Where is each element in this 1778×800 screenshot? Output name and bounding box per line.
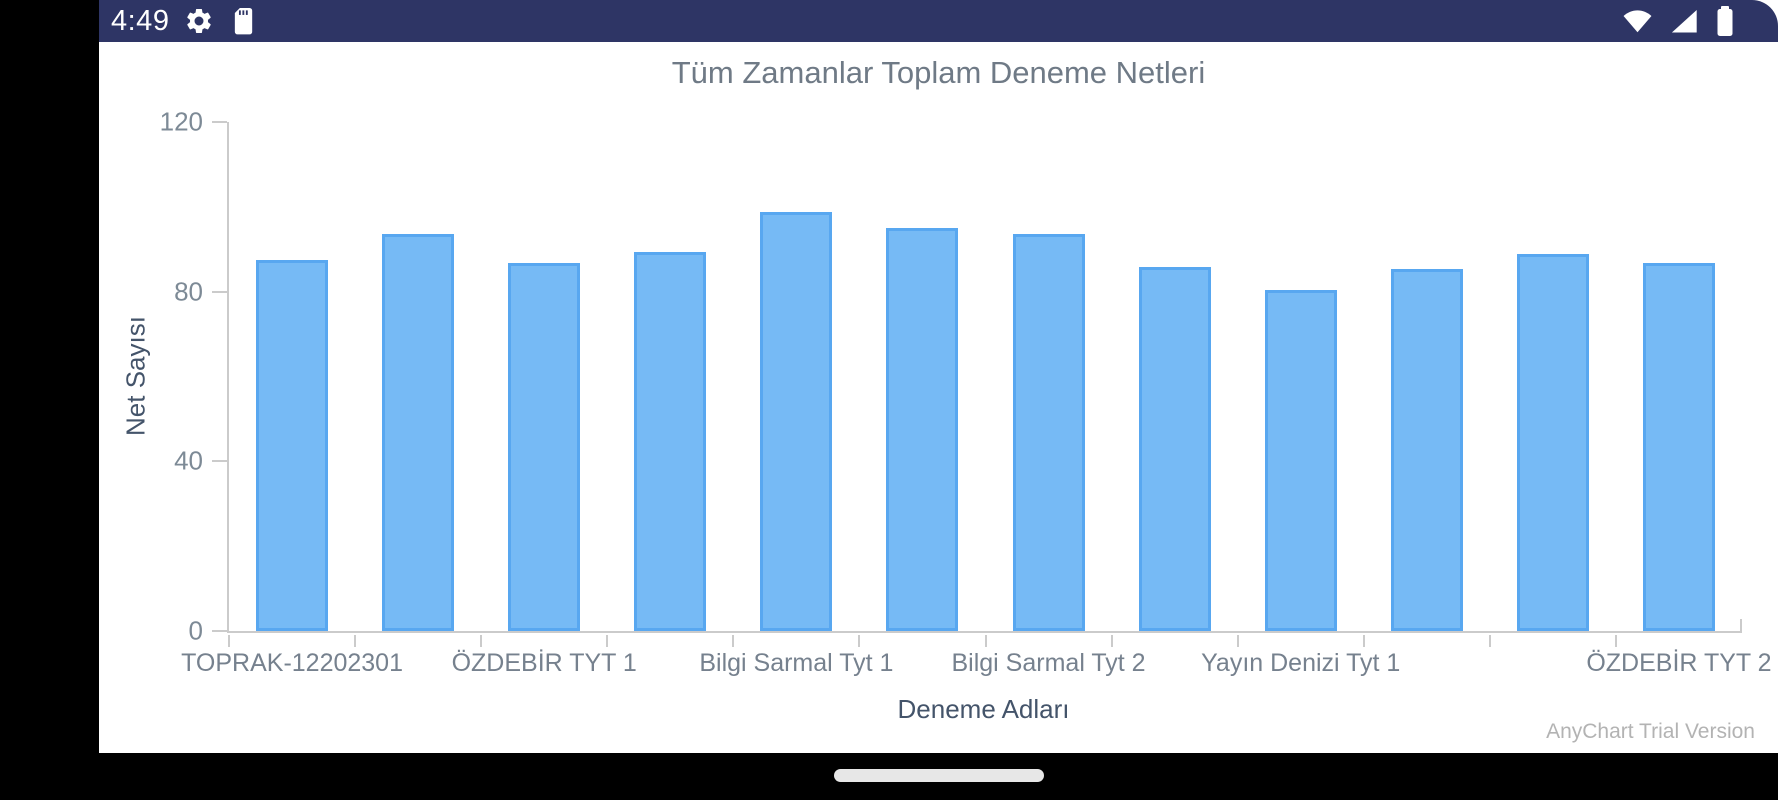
bar[interactable] bbox=[1012, 234, 1085, 631]
x-axis-tick bbox=[1488, 635, 1491, 647]
y-axis-tick-label: 0 bbox=[188, 615, 203, 646]
status-bar: 4:49 bbox=[99, 0, 1778, 42]
x-axis-category-label: Yayın Denizi Tyt 1 bbox=[1201, 649, 1401, 677]
x-axis-title: Deneme Adları bbox=[897, 694, 1070, 724]
bar[interactable] bbox=[1138, 267, 1211, 631]
status-bar-right bbox=[1621, 6, 1736, 36]
wifi-icon bbox=[1621, 8, 1654, 34]
y-axis-tick-label: 40 bbox=[174, 445, 203, 476]
x-axis-tick bbox=[1110, 635, 1113, 647]
x-axis-tick bbox=[354, 635, 357, 647]
bar[interactable] bbox=[634, 252, 707, 631]
navigation-bar bbox=[99, 753, 1778, 800]
x-axis-tick bbox=[1362, 635, 1365, 647]
chart-title: Tüm Zamanlar Toplam Deneme Netleri bbox=[671, 55, 1206, 90]
app-window: 4:49 bbox=[99, 0, 1778, 753]
watermark: AnyChart Trial Version bbox=[1546, 720, 1755, 743]
x-axis-tick bbox=[1236, 635, 1239, 647]
x-axis-category-label: Bilgi Sarmal Tyt 1 bbox=[699, 649, 894, 677]
x-axis-tick bbox=[480, 635, 483, 647]
y-axis-tick-label: 80 bbox=[174, 276, 203, 307]
x-axis-tick bbox=[858, 635, 861, 647]
bar[interactable] bbox=[256, 259, 329, 631]
x-axis-tick bbox=[606, 635, 609, 647]
bar[interactable] bbox=[508, 263, 581, 631]
bar[interactable] bbox=[886, 228, 959, 631]
x-axis-category-label: Bilgi Sarmal Tyt 2 bbox=[951, 649, 1146, 677]
bar-chart: Tüm Zamanlar Toplam Deneme Netleri Net S… bbox=[99, 42, 1778, 753]
x-axis-end-tick bbox=[1740, 619, 1742, 631]
y-axis-title: Net Sayısı bbox=[120, 316, 151, 436]
x-axis-tick bbox=[1614, 635, 1617, 647]
x-axis-category-label: TOPRAK-12202301 bbox=[181, 649, 403, 677]
gear-icon bbox=[184, 6, 214, 36]
sd-card-icon bbox=[229, 6, 255, 36]
bar[interactable] bbox=[382, 234, 455, 631]
bar[interactable] bbox=[1264, 289, 1337, 631]
y-axis-tick-label: 120 bbox=[159, 106, 203, 137]
x-axis-tick bbox=[984, 635, 987, 647]
bar[interactable] bbox=[760, 212, 833, 631]
gesture-pill[interactable] bbox=[833, 769, 1044, 782]
x-axis-tick bbox=[228, 635, 230, 647]
x-axis-tick bbox=[732, 635, 735, 647]
x-axis-category-label: ÖZDEBİR TYT 2 bbox=[1586, 649, 1772, 677]
bar[interactable] bbox=[1516, 253, 1589, 631]
y-axis-tick bbox=[212, 290, 227, 293]
bar[interactable] bbox=[1390, 269, 1463, 631]
clock: 4:49 bbox=[111, 4, 170, 37]
status-bar-left: 4:49 bbox=[111, 6, 255, 36]
cellular-signal-icon bbox=[1669, 8, 1699, 34]
battery-icon bbox=[1714, 6, 1736, 36]
y-axis-tick bbox=[212, 121, 227, 123]
bar[interactable] bbox=[1642, 263, 1715, 631]
y-axis-tick bbox=[212, 630, 227, 632]
x-axis-category-label: ÖZDEBİR TYT 1 bbox=[451, 649, 637, 677]
plot-area: 0 40 80 120 TOPRAK-12202301 ÖZDEBİR TYT 1 Bilg… bbox=[160, 107, 1772, 678]
y-axis-tick bbox=[212, 460, 227, 463]
